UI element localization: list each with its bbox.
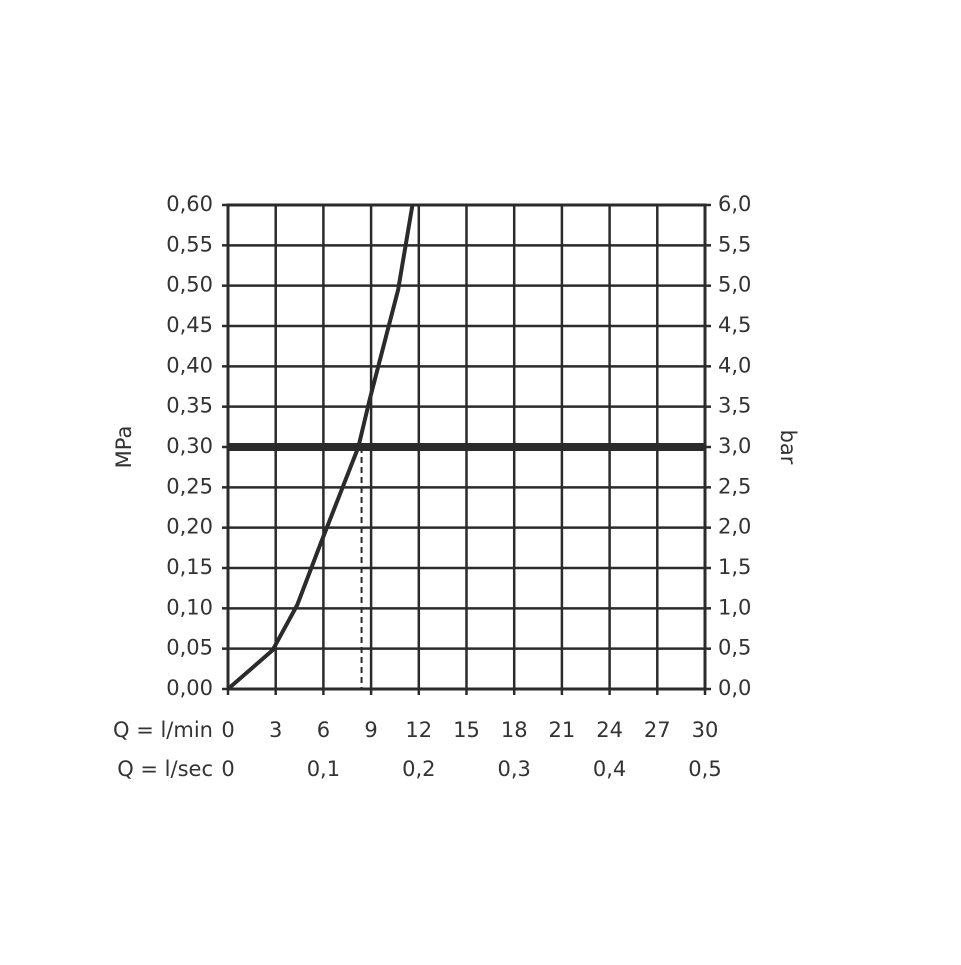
y2-tick-label: 0,5 — [718, 636, 751, 660]
x-tick-label: 9 — [364, 718, 377, 742]
y-tick-label: 0,45 — [166, 313, 213, 337]
x2-tick-label: 0,3 — [497, 757, 530, 781]
x2-axis-label: Q = l/sec — [117, 757, 213, 781]
y-tick-label: 0,40 — [166, 353, 213, 377]
y2-tick-label: 5,0 — [718, 273, 751, 297]
y-tick-label: 0,15 — [166, 555, 213, 579]
y2-tick-label: 5,5 — [718, 232, 751, 256]
y2-tick-label: 4,5 — [718, 313, 751, 337]
x2-tick-label: 0,2 — [402, 757, 435, 781]
x-tick-label: 18 — [501, 718, 528, 742]
x-tick-label: 24 — [596, 718, 623, 742]
x2-tick-label: 0,4 — [593, 757, 626, 781]
y-tick-label: 0,05 — [166, 636, 213, 660]
x-tick-label: 30 — [692, 718, 719, 742]
x-tick-label: 6 — [317, 718, 330, 742]
y-tick-label: 0,10 — [166, 595, 213, 619]
y2-tick-label: 0,0 — [718, 676, 751, 700]
y2-tick-label: 1,0 — [718, 595, 751, 619]
y-tick-label: 0,50 — [166, 273, 213, 297]
x-tick-label: 15 — [453, 718, 480, 742]
y-tick-label: 0,25 — [166, 474, 213, 498]
y2-tick-label: 3,0 — [718, 434, 751, 458]
y-tick-label: 0,35 — [166, 394, 213, 418]
x-tick-label: 27 — [644, 718, 671, 742]
y-tick-label: 0,60 — [166, 192, 213, 216]
y2-tick-label: 3,5 — [718, 394, 751, 418]
x-axis-label: Q = l/min — [113, 718, 213, 742]
y-tick-label: 0,20 — [166, 515, 213, 539]
y2-tick-label: 4,0 — [718, 353, 751, 377]
flow-curve — [226, 204, 415, 691]
x2-tick-label: 0 — [221, 757, 234, 781]
y-tick-label: 0,55 — [166, 232, 213, 256]
y-axis-label: MPa — [112, 426, 136, 469]
y2-tick-label: 2,0 — [718, 515, 751, 539]
x-tick-label: 21 — [549, 718, 576, 742]
y-tick-label: 0,00 — [166, 676, 213, 700]
y2-axis-label: bar — [776, 430, 800, 465]
x-tick-label: 3 — [269, 718, 282, 742]
x-tick-label: 12 — [405, 718, 432, 742]
y2-tick-label: 2,5 — [718, 474, 751, 498]
y2-tick-label: 1,5 — [718, 555, 751, 579]
y2-tick-label: 6,0 — [718, 192, 751, 216]
y-tick-label: 0,30 — [166, 434, 213, 458]
x2-tick-label: 0,5 — [688, 757, 721, 781]
x2-tick-label: 0,1 — [307, 757, 340, 781]
x-tick-label: 0 — [221, 718, 234, 742]
